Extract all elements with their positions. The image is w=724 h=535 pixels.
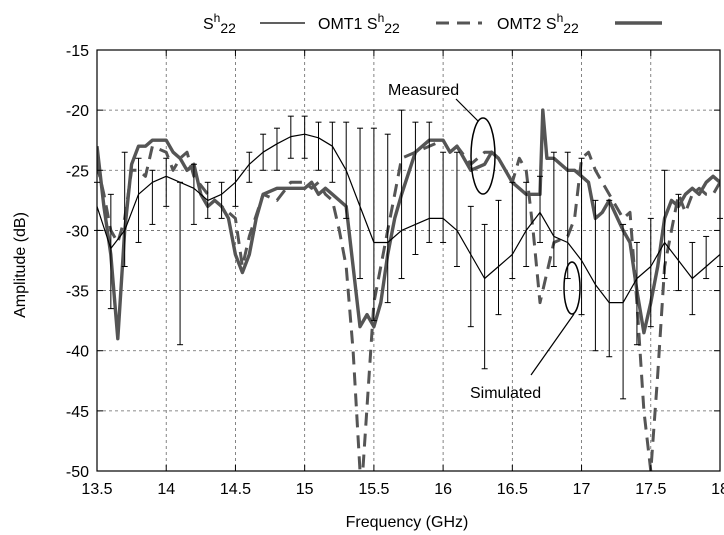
legend-entry-2-label: OMT1 Sh22 [318,11,400,36]
series-line-thick-solid [97,108,720,341]
x-tick-label: 17.5 [635,481,666,498]
x-tick-label: 18 [711,481,724,498]
x-tick-label: 15.5 [358,481,389,498]
measured-pointer-line [455,98,479,122]
y-tick-label: -25 [66,163,89,180]
y-tick-label: -40 [66,344,89,361]
simulated-ellipse [563,261,581,315]
measured-label: Measured [388,82,459,99]
series-line-thin-solid [97,133,720,304]
simulated-pointer-line [530,313,575,376]
x-tick-label: 13.5 [81,481,112,498]
x-tick-label: 14 [157,481,175,498]
x-tick-label: 16 [434,481,452,498]
axis-ticks: 13.5 14 14.5 15 15.5 16 16.5 17 17.5 18 -15 -20 -25 -… [66,43,724,498]
x-tick-label: 14.5 [220,481,251,498]
legend-entry-3-label: OMT2 Sh22 [497,11,579,36]
plot-frame [96,49,721,472]
y-axis-title: Amplitude (dB) [12,212,29,318]
error-bars [94,109,723,400]
y-tick-label: -20 [66,103,89,120]
x-tick-label: 16.5 [497,481,528,498]
y-tick-label: -35 [66,284,89,301]
series-line-dashed [97,138,720,471]
annotations: Measured Simulated [388,82,581,402]
grid-lines [97,50,720,471]
x-axis-title: Frequency (GHz) [346,514,469,531]
measured-ellipse [470,117,496,195]
legend: Sh22 OMT1 Sh22 OMT2 Sh22 [203,11,662,36]
y-tick-label: -45 [66,404,89,421]
y-tick-label: -50 [66,464,89,481]
series-layer [97,108,720,471]
x-tick-label: 15 [296,481,314,498]
y-tick-label: -15 [66,43,89,60]
legend-entry-1-label: Sh22 [203,11,236,36]
simulated-label: Simulated [470,385,541,402]
y-tick-label: -30 [66,223,89,240]
x-tick-label: 17 [573,481,591,498]
